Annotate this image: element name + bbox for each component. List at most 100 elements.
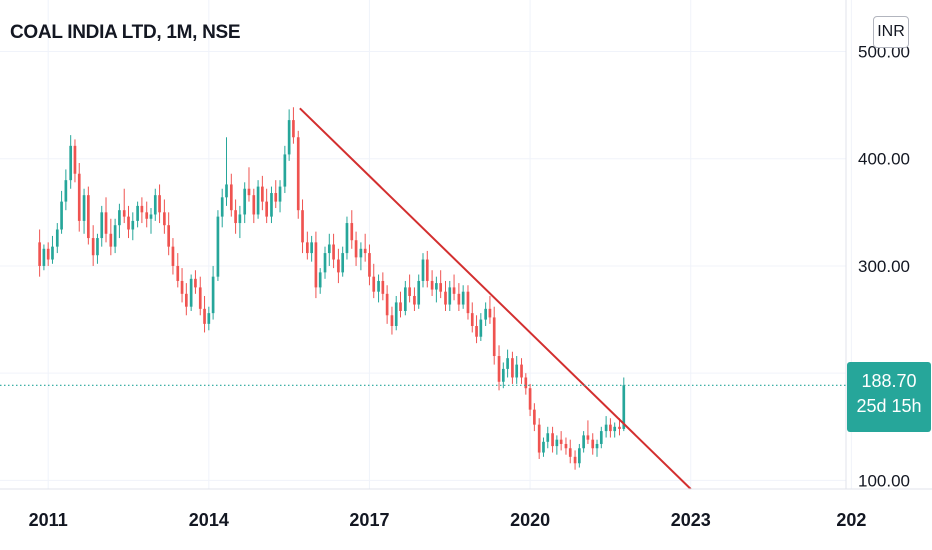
candle-body (234, 210, 237, 224)
candle-body (466, 291, 470, 314)
candle-body (42, 248, 46, 266)
candle-body (149, 214, 153, 219)
candle (256, 180, 260, 219)
candle-body (501, 368, 505, 382)
price-tick-label: 100.00 (858, 471, 910, 490)
candle (377, 274, 380, 303)
time-tick-label: 202 (836, 510, 866, 530)
candle (444, 280, 447, 311)
candle (466, 285, 470, 320)
candle-body (203, 308, 206, 324)
candle (461, 285, 465, 309)
candle (234, 199, 237, 234)
candle (42, 244, 46, 271)
candle (511, 351, 514, 384)
candle (176, 253, 180, 288)
candle-body (91, 238, 95, 256)
candle (551, 426, 554, 453)
candle-body (377, 280, 380, 292)
candle-body (511, 358, 514, 378)
candle (475, 315, 478, 344)
candle (332, 233, 335, 269)
candles (38, 107, 626, 470)
candle-body (194, 278, 197, 288)
candle-body (261, 186, 264, 202)
candle (131, 212, 135, 241)
candle (359, 242, 363, 271)
candle-body (528, 388, 532, 410)
candle-body (256, 186, 260, 215)
candle (314, 231, 318, 299)
candle (430, 270, 434, 296)
candle-body (131, 220, 135, 230)
candle-body (96, 238, 99, 256)
candle (171, 238, 175, 275)
candle-body (225, 184, 228, 198)
time-tick-label: 2023 (671, 510, 711, 530)
candle (136, 201, 139, 228)
candle (189, 274, 193, 311)
candle (220, 188, 224, 228)
candle (55, 223, 59, 254)
candle-body (403, 287, 407, 311)
candle (591, 433, 595, 455)
candle-body (153, 195, 157, 215)
candle (488, 295, 492, 324)
candle-body (461, 291, 465, 305)
candle (327, 233, 331, 266)
time-axis[interactable]: 2011 2014 2017 2020 2023 202 (29, 510, 867, 530)
candle (470, 302, 474, 333)
candle (225, 137, 228, 206)
candle (180, 268, 184, 303)
candle (265, 188, 268, 224)
candle (82, 188, 86, 234)
candle-body (310, 242, 313, 254)
candle (73, 139, 77, 183)
last-price-value: 188.70 (861, 371, 917, 391)
candle-body (604, 424, 608, 432)
candle (604, 416, 608, 438)
candle-body (55, 229, 59, 247)
candle (595, 439, 599, 457)
price-tick-label: 300.00 (858, 257, 910, 276)
candle-body (136, 205, 139, 221)
candle-body (533, 409, 536, 425)
time-tick-label: 2014 (189, 510, 229, 530)
candle-body (171, 246, 175, 266)
candle-body (559, 439, 563, 444)
candle-body (113, 225, 117, 247)
candle (417, 274, 421, 309)
candle-body (332, 244, 335, 260)
currency-button[interactable]: INR (873, 16, 909, 48)
candle-body (363, 248, 367, 254)
candle (238, 205, 242, 239)
candle (399, 291, 402, 318)
candle (104, 197, 108, 243)
candle (618, 418, 621, 436)
candle (122, 188, 126, 224)
candle-body (613, 426, 617, 432)
candle (368, 244, 371, 286)
candle-body (368, 253, 371, 277)
candle (350, 210, 354, 249)
candle (91, 225, 95, 266)
candle-body (127, 216, 130, 230)
candle-body (430, 280, 434, 290)
candle-body (243, 188, 247, 215)
candle (229, 173, 233, 217)
candle (87, 186, 90, 245)
time-tick-label: 2011 (29, 510, 68, 530)
candle-body (207, 313, 211, 324)
candle (274, 180, 278, 209)
candle (38, 229, 41, 277)
candle-body (265, 201, 268, 217)
candle (252, 188, 256, 224)
bar-countdown: 25d 15h (856, 396, 922, 416)
candle-body (444, 291, 447, 305)
trendline[interactable] (299, 107, 692, 490)
candle (622, 377, 626, 432)
time-tick-label: 2020 (510, 510, 550, 530)
candle (158, 184, 161, 224)
candle-body (425, 259, 429, 281)
